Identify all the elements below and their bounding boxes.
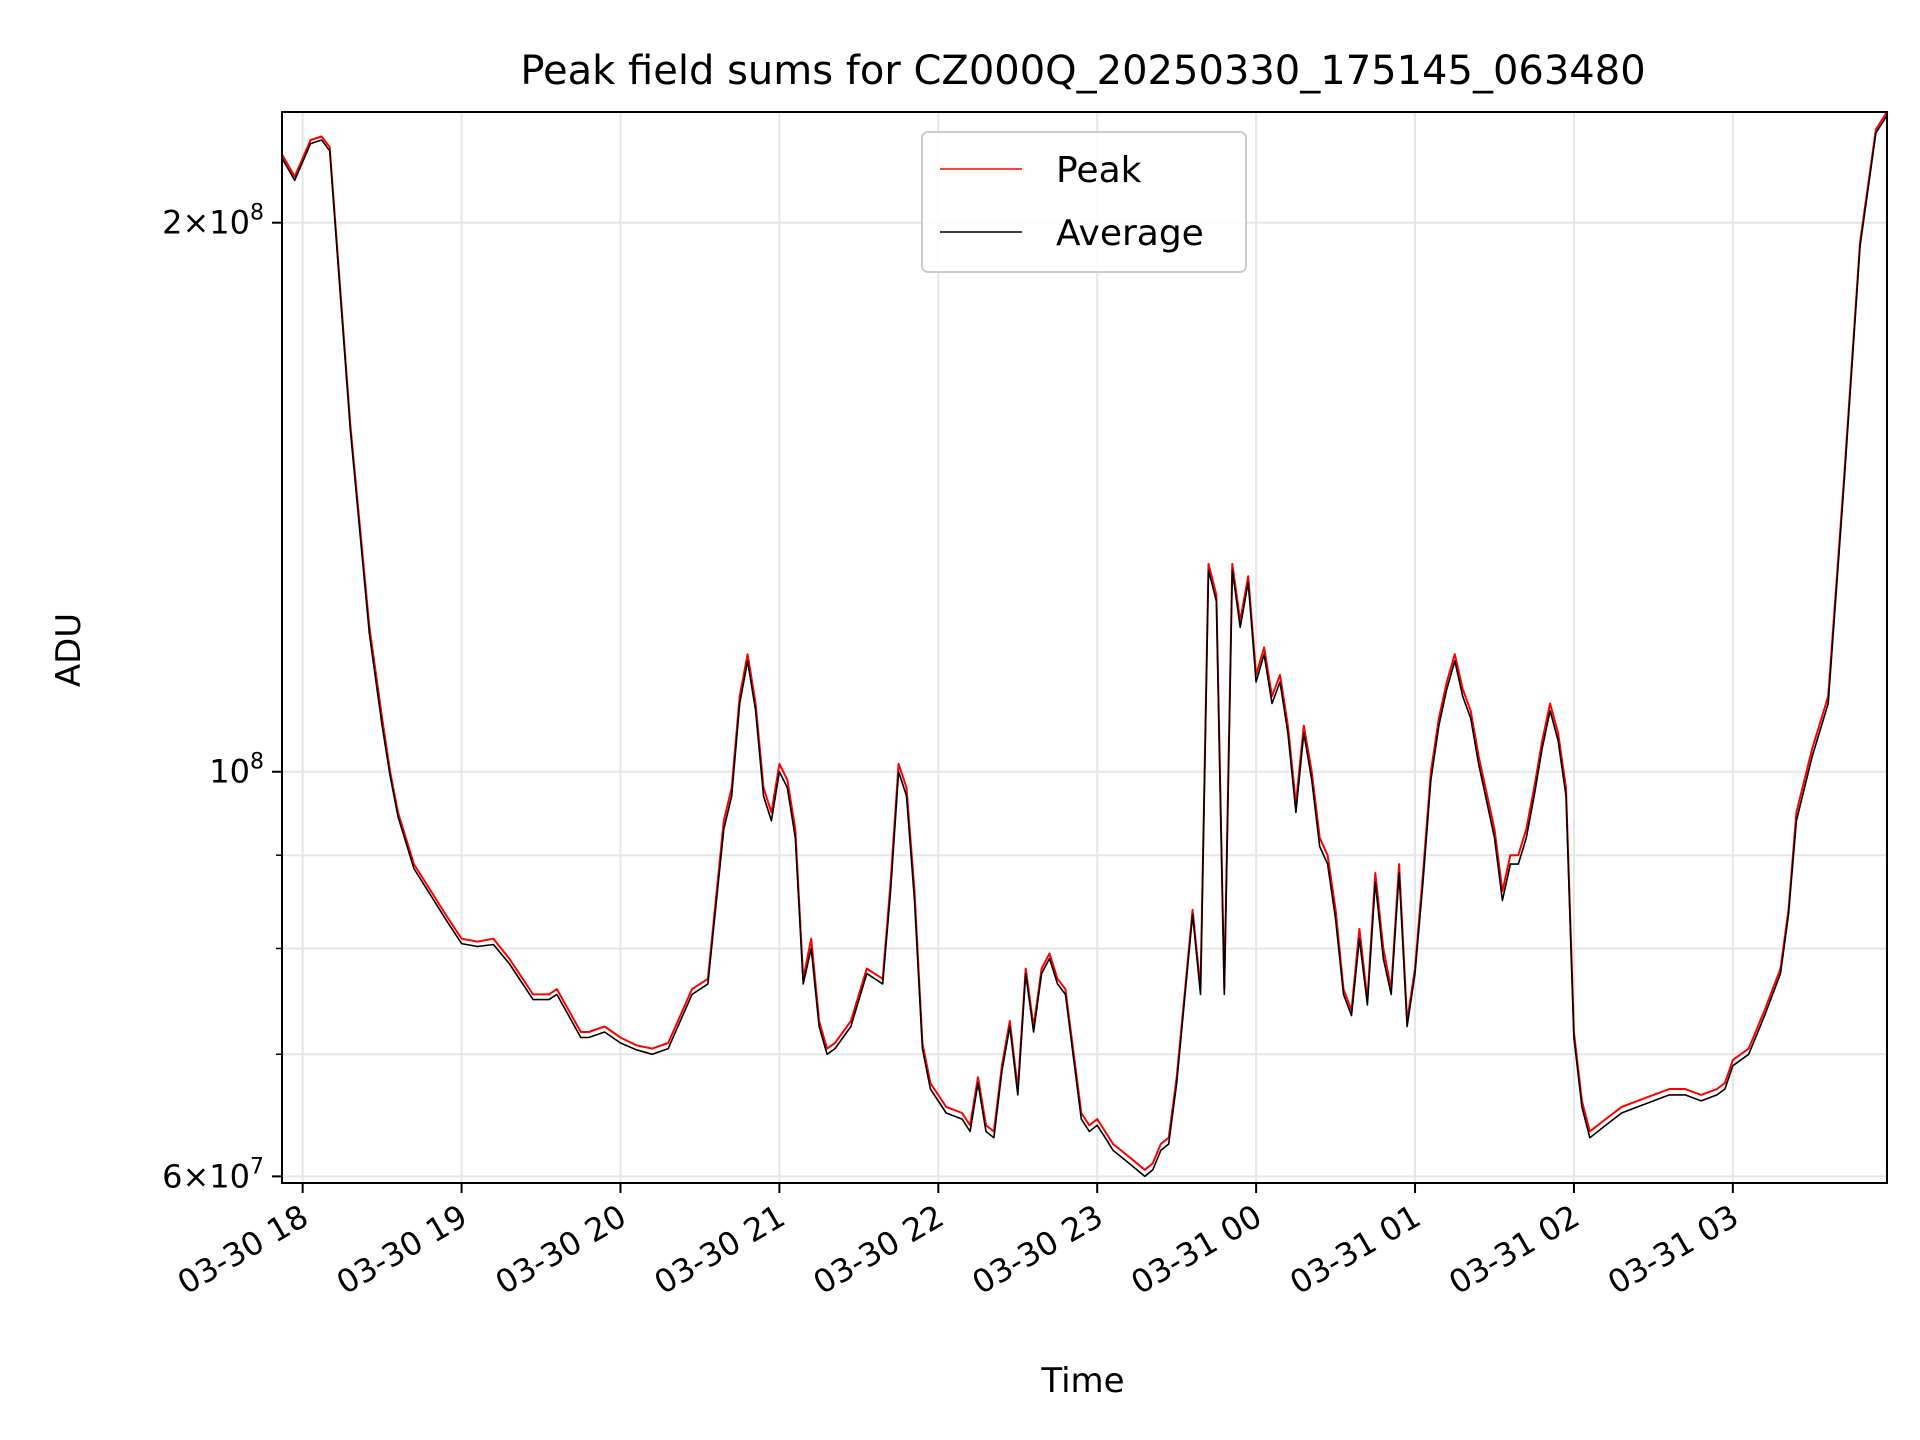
legend-label-peak: Peak [1056,150,1142,191]
series-line-average [281,115,1888,1178]
plot-area [282,112,1887,1183]
y-tick-label: 2×108 [162,201,264,242]
plot-frame [281,111,1888,1184]
y-axis: 6×107 108 2×108 [162,201,282,1195]
chart-title: Peak field sums for CZ000Q_20250330_1751… [520,48,1645,94]
legend-label-average: Average [1056,213,1204,254]
grid-lines [282,112,1887,1183]
y-tick-label: 6×107 [162,1154,264,1195]
series-line-peak [281,111,1888,1171]
series-lines [281,111,1888,1178]
x-axis-label: Time [1040,1361,1124,1401]
legend: Peak Average [921,131,1247,273]
y-axis-label: ADU [49,613,89,687]
y-tick-label: 108 [209,750,264,791]
legend-box [921,131,1247,273]
